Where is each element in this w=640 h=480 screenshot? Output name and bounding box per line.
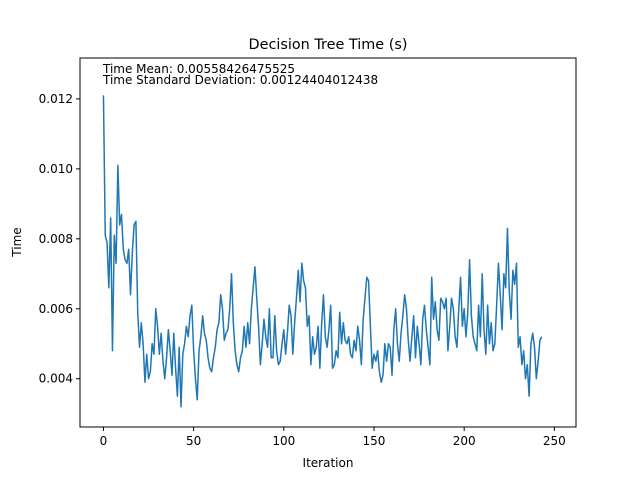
chart-title: Decision Tree Time (s) <box>249 37 408 53</box>
y-axis: 0.004 0.006 0.008 0.010 0.012 <box>39 92 80 386</box>
series-line-time <box>102 95 543 408</box>
plot-area <box>79 57 577 428</box>
x-tick-label: 100 <box>272 434 295 448</box>
x-tick-label: 50 <box>186 434 201 448</box>
plot-frame <box>79 57 577 428</box>
x-tick-label: 0 <box>100 434 108 448</box>
y-tick-label: 0.006 <box>39 302 73 316</box>
series-layer <box>102 95 543 408</box>
annotation-time-mean: Time Mean: 0.00558426475525 <box>102 62 295 76</box>
y-tick-label: 0.004 <box>39 372 73 386</box>
y-tick-label: 0.010 <box>39 162 73 176</box>
x-axis: 0 50 100 150 200 250 <box>100 427 566 448</box>
x-tick-label: 200 <box>453 434 476 448</box>
y-tick-label: 0.008 <box>39 232 73 246</box>
y-tick-label: 0.012 <box>39 92 73 106</box>
x-tick-label: 250 <box>543 434 566 448</box>
x-tick-label: 150 <box>363 434 386 448</box>
y-axis-title: Time <box>10 227 24 257</box>
x-axis-title: Iteration <box>303 456 354 470</box>
annotation-time-std: Time Standard Deviation: 0.0012440401243… <box>102 73 378 87</box>
